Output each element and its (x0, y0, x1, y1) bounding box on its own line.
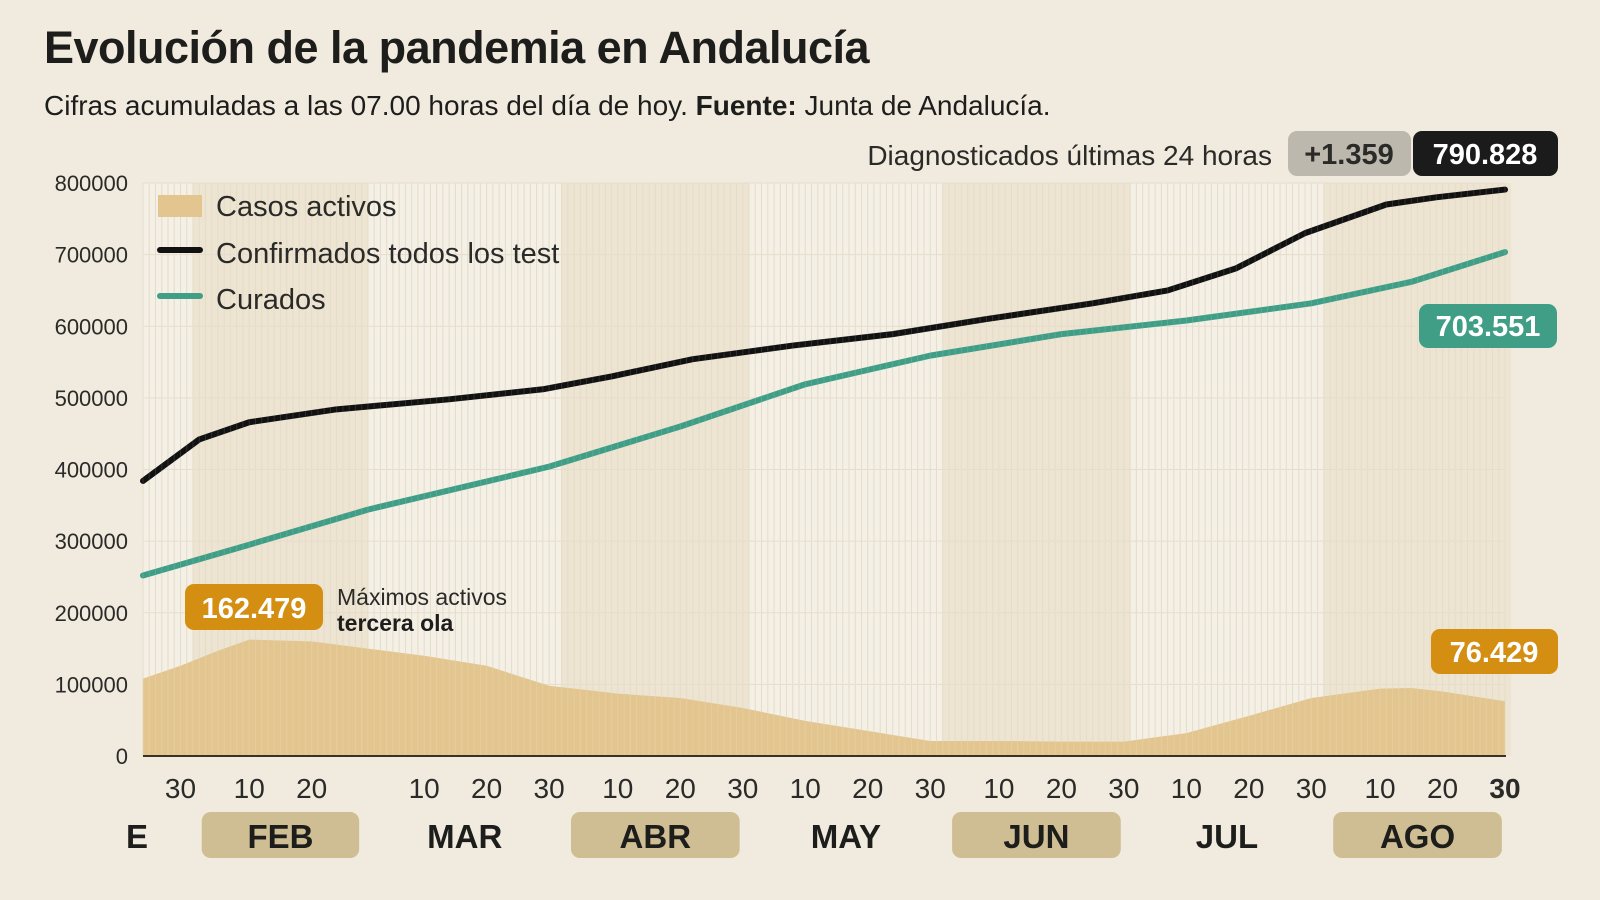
x-tick-label: 30 (727, 773, 758, 804)
delta-badge (1288, 131, 1411, 176)
y-tick-label: 0 (116, 744, 128, 769)
x-tick-label: 10 (1171, 773, 1202, 804)
activos-last-annotation: 76.429 (1431, 629, 1558, 674)
y-tick-label: 100000 (55, 672, 128, 697)
month-pill (201, 812, 360, 858)
series-line-confirmados (140, 186, 1508, 484)
x-tick-label: 30 (1489, 773, 1520, 804)
x-tick-label: 20 (852, 773, 883, 804)
x-tick-label: 20 (1046, 773, 1077, 804)
max-activos-badge (185, 584, 323, 630)
max-activos-line2: tercera ola (337, 610, 454, 636)
x-tick-label: 10 (983, 773, 1014, 804)
x-tick-label: 30 (165, 773, 196, 804)
legend-swatch-activos (158, 195, 202, 217)
curados-annotation: 703.551 (1419, 304, 1557, 348)
month-label: AGO (1380, 818, 1455, 855)
x-tick-label: 30 (1108, 773, 1139, 804)
month-labels: E FEB MAR ABR MAY JUN JUL AGO (126, 812, 1502, 858)
x-tick-label: 20 (296, 773, 327, 804)
x-axis: 30 10 20 10 20 30 10 20 30 10 20 30 10 20 30 10 20 30 10 20… (165, 773, 1521, 804)
delta-label: Diagnosticados últimas 24 horas (867, 140, 1272, 171)
y-tick-label: 600000 (55, 314, 128, 339)
subtitle-text: Cifras acumuladas a las 07.00 horas del … (44, 90, 696, 121)
legend-label-confirmados: Confirmados todos los test (216, 238, 559, 270)
source-label: Fuente: (695, 90, 797, 121)
delta-annotation: Diagnosticados últimas 24 horas +1.359 7… (867, 131, 1558, 176)
month-label: MAY (811, 818, 881, 855)
series-line-curados (140, 249, 1508, 579)
max-activos-line1: Máximos activos (337, 584, 507, 610)
month-label: FEB (247, 818, 313, 855)
month-pill (1333, 812, 1502, 858)
y-tick-label: 800000 (55, 171, 128, 196)
series-layer (140, 183, 1508, 756)
activos-last-value: 76.429 (1450, 637, 1539, 669)
x-tick-label: 10 (1364, 773, 1395, 804)
curados-badge (1419, 304, 1557, 348)
x-tick-label: 30 (534, 773, 565, 804)
activos-last-badge (1431, 629, 1558, 674)
month-label: MAR (427, 818, 502, 855)
month-label: ABR (620, 818, 692, 855)
x-tick-label: 20 (1233, 773, 1264, 804)
confirmados-last-value: 790.828 (1433, 139, 1538, 171)
y-axis: 0 100000 200000 300000 400000 500000 600000 700… (55, 171, 128, 769)
source-text: Junta de Andalucía. (796, 90, 1051, 121)
chart-title: Evolución de la pandemia en Andalucía (44, 22, 870, 73)
x-tick-label: 30 (1296, 773, 1327, 804)
legend: Casos activos Confirmados todos los test… (157, 191, 559, 316)
x-tick-label: 10 (790, 773, 821, 804)
chart-subtitle: Cifras acumuladas a las 07.00 horas del … (44, 90, 1051, 122)
month-pill (952, 812, 1121, 858)
y-tick-label: 300000 (55, 529, 128, 554)
max-activos-annotation: 162.479 Máximos activos tercera ola (185, 584, 507, 636)
series-area-activos (143, 639, 1505, 756)
x-tick-label: 20 (471, 773, 502, 804)
x-tick-label: 10 (234, 773, 265, 804)
legend-label-curados: Curados (216, 284, 326, 316)
x-tick-label: 10 (409, 773, 440, 804)
month-label: JUN (1003, 818, 1069, 855)
month-label: JUL (1196, 818, 1258, 855)
max-activos-value: 162.479 (202, 593, 307, 625)
curados-last-value: 703.551 (1436, 311, 1541, 343)
y-tick-label: 500000 (55, 386, 128, 411)
delta-value: +1.359 (1304, 139, 1394, 171)
x-tick-label: 20 (665, 773, 696, 804)
y-tick-label: 200000 (55, 601, 128, 626)
confirmados-badge (1413, 131, 1558, 176)
month-label: E (126, 818, 148, 855)
y-tick-label: 700000 (55, 243, 128, 268)
x-tick-label: 20 (1427, 773, 1458, 804)
y-tick-label: 400000 (55, 458, 128, 483)
x-tick-label: 30 (915, 773, 946, 804)
x-tick-label: 10 (602, 773, 633, 804)
legend-label-activos: Casos activos (216, 191, 397, 223)
month-pill (570, 812, 740, 858)
